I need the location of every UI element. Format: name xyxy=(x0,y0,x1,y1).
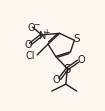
Text: Cl: Cl xyxy=(25,51,35,61)
Text: +: + xyxy=(43,28,49,37)
Text: O: O xyxy=(77,55,85,65)
Text: O: O xyxy=(53,75,60,85)
Text: O: O xyxy=(24,40,32,50)
Text: O: O xyxy=(28,23,35,33)
Text: S: S xyxy=(73,34,80,44)
Text: −: − xyxy=(33,20,39,29)
Text: S: S xyxy=(64,63,71,76)
Text: N: N xyxy=(39,31,46,41)
